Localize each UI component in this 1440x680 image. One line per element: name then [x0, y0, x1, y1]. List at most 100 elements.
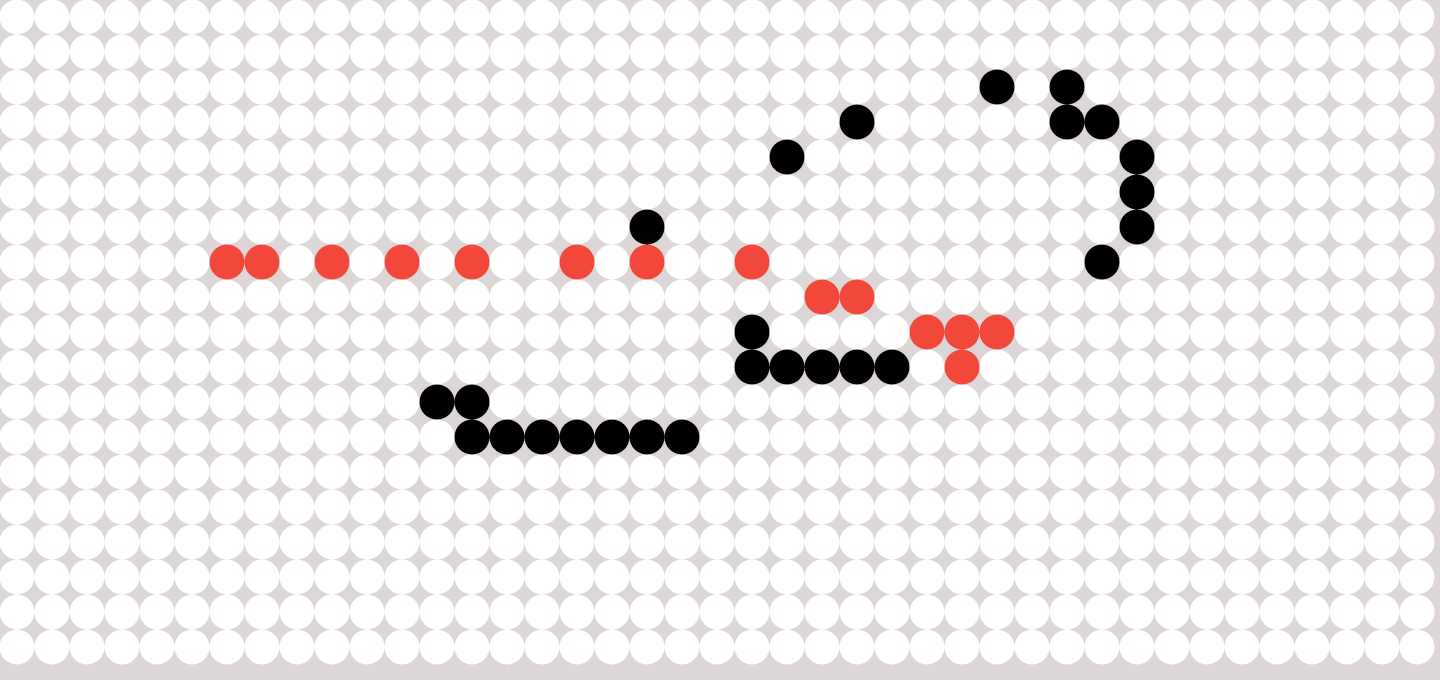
black-peg[interactable]	[629, 209, 665, 245]
empty-hole[interactable]	[1189, 559, 1225, 595]
empty-hole[interactable]	[384, 524, 420, 560]
empty-hole[interactable]	[174, 34, 210, 70]
empty-hole[interactable]	[174, 209, 210, 245]
empty-hole[interactable]	[1364, 559, 1400, 595]
empty-hole[interactable]	[1329, 174, 1365, 210]
empty-hole[interactable]	[69, 594, 105, 630]
empty-hole[interactable]	[594, 69, 630, 105]
empty-hole[interactable]	[174, 384, 210, 420]
empty-hole[interactable]	[419, 104, 455, 140]
empty-hole[interactable]	[0, 314, 35, 350]
empty-hole[interactable]	[874, 279, 910, 315]
empty-hole[interactable]	[349, 139, 385, 175]
empty-hole[interactable]	[34, 524, 70, 560]
empty-hole[interactable]	[1259, 34, 1295, 70]
empty-hole[interactable]	[34, 34, 70, 70]
empty-hole[interactable]	[909, 174, 945, 210]
empty-hole[interactable]	[349, 69, 385, 105]
empty-hole[interactable]	[1294, 489, 1330, 525]
empty-hole[interactable]	[664, 559, 700, 595]
empty-hole[interactable]	[419, 349, 455, 385]
empty-hole[interactable]	[1049, 349, 1085, 385]
empty-hole[interactable]	[1224, 489, 1260, 525]
red-peg[interactable]	[559, 244, 595, 280]
empty-hole[interactable]	[104, 174, 140, 210]
empty-hole[interactable]	[1154, 524, 1190, 560]
red-peg[interactable]	[979, 314, 1015, 350]
black-peg[interactable]	[454, 384, 490, 420]
empty-hole[interactable]	[1259, 209, 1295, 245]
empty-hole[interactable]	[909, 244, 945, 280]
empty-hole[interactable]	[174, 139, 210, 175]
empty-hole[interactable]	[1329, 34, 1365, 70]
empty-hole[interactable]	[1014, 104, 1050, 140]
empty-hole[interactable]	[314, 454, 350, 490]
empty-hole[interactable]	[874, 244, 910, 280]
empty-hole[interactable]	[1154, 0, 1190, 35]
empty-hole[interactable]	[559, 454, 595, 490]
empty-hole[interactable]	[1399, 139, 1435, 175]
empty-hole[interactable]	[279, 69, 315, 105]
empty-hole[interactable]	[209, 279, 245, 315]
empty-hole[interactable]	[1224, 314, 1260, 350]
empty-hole[interactable]	[1329, 489, 1365, 525]
empty-hole[interactable]	[1329, 0, 1365, 35]
empty-hole[interactable]	[419, 244, 455, 280]
red-peg[interactable]	[944, 349, 980, 385]
empty-hole[interactable]	[559, 489, 595, 525]
empty-hole[interactable]	[559, 629, 595, 665]
empty-hole[interactable]	[139, 314, 175, 350]
empty-hole[interactable]	[874, 174, 910, 210]
empty-hole[interactable]	[1329, 419, 1365, 455]
empty-hole[interactable]	[699, 454, 735, 490]
empty-hole[interactable]	[384, 69, 420, 105]
empty-hole[interactable]	[594, 594, 630, 630]
empty-hole[interactable]	[839, 34, 875, 70]
empty-hole[interactable]	[1119, 349, 1155, 385]
empty-hole[interactable]	[1329, 629, 1365, 665]
empty-hole[interactable]	[34, 0, 70, 35]
empty-hole[interactable]	[524, 104, 560, 140]
empty-hole[interactable]	[69, 314, 105, 350]
empty-hole[interactable]	[594, 104, 630, 140]
empty-hole[interactable]	[209, 419, 245, 455]
empty-hole[interactable]	[1119, 244, 1155, 280]
empty-hole[interactable]	[1224, 279, 1260, 315]
empty-hole[interactable]	[524, 524, 560, 560]
empty-hole[interactable]	[699, 69, 735, 105]
empty-hole[interactable]	[1084, 69, 1120, 105]
empty-hole[interactable]	[419, 629, 455, 665]
empty-hole[interactable]	[1224, 69, 1260, 105]
empty-hole[interactable]	[34, 69, 70, 105]
empty-hole[interactable]	[419, 524, 455, 560]
empty-hole[interactable]	[1189, 384, 1225, 420]
empty-hole[interactable]	[909, 139, 945, 175]
empty-hole[interactable]	[734, 629, 770, 665]
empty-hole[interactable]	[489, 629, 525, 665]
empty-hole[interactable]	[279, 34, 315, 70]
empty-hole[interactable]	[1049, 384, 1085, 420]
empty-hole[interactable]	[349, 629, 385, 665]
empty-hole[interactable]	[944, 489, 980, 525]
empty-hole[interactable]	[804, 594, 840, 630]
empty-hole[interactable]	[1294, 314, 1330, 350]
empty-hole[interactable]	[909, 489, 945, 525]
empty-hole[interactable]	[1224, 629, 1260, 665]
empty-hole[interactable]	[979, 104, 1015, 140]
empty-hole[interactable]	[524, 69, 560, 105]
empty-hole[interactable]	[489, 34, 525, 70]
empty-hole[interactable]	[734, 139, 770, 175]
empty-hole[interactable]	[734, 279, 770, 315]
empty-hole[interactable]	[279, 384, 315, 420]
empty-hole[interactable]	[769, 524, 805, 560]
empty-hole[interactable]	[244, 559, 280, 595]
empty-hole[interactable]	[419, 69, 455, 105]
empty-hole[interactable]	[174, 559, 210, 595]
red-peg[interactable]	[244, 244, 280, 280]
empty-hole[interactable]	[1224, 594, 1260, 630]
empty-hole[interactable]	[1154, 314, 1190, 350]
empty-hole[interactable]	[524, 244, 560, 280]
empty-hole[interactable]	[699, 594, 735, 630]
empty-hole[interactable]	[874, 69, 910, 105]
empty-hole[interactable]	[0, 419, 35, 455]
